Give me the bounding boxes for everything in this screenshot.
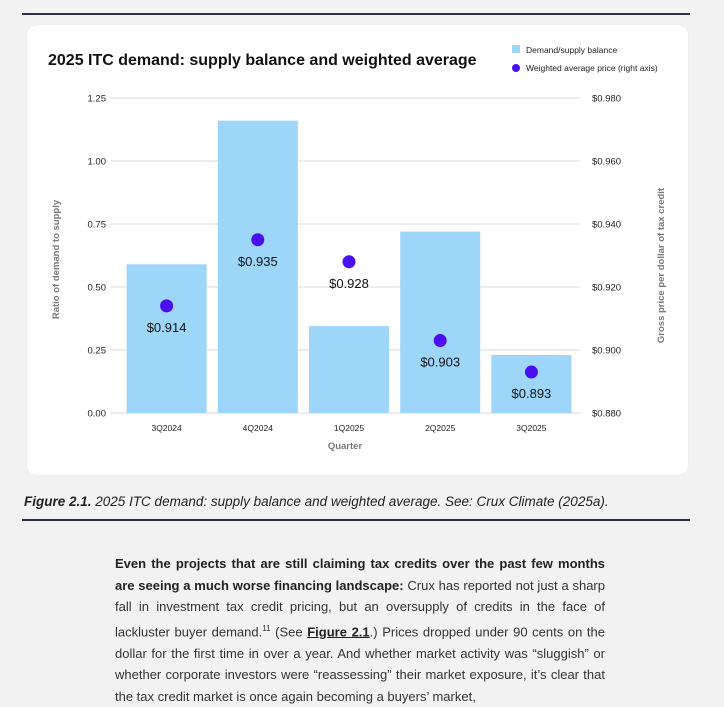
x-tick-label: 3Q2024 bbox=[151, 423, 182, 433]
x-tick-label: 4Q2024 bbox=[243, 423, 274, 433]
figure-caption: Figure 2.1. 2025 ITC demand: supply bala… bbox=[24, 494, 609, 509]
data-label: $0.935 bbox=[238, 254, 278, 269]
y-tick-label: 1.00 bbox=[88, 157, 107, 168]
bar bbox=[126, 264, 207, 413]
legend-label: Demand/supply balance bbox=[526, 45, 617, 55]
x-axis-title: Quarter bbox=[328, 441, 363, 452]
x-tick-label: 1Q2025 bbox=[334, 423, 365, 433]
y-axis-title: Ratio of demand to supply bbox=[51, 199, 62, 319]
price-point bbox=[524, 365, 538, 379]
paragraph-lead: Even the projects that are still claimin… bbox=[115, 556, 605, 593]
y2-tick-label: $0.880 bbox=[592, 409, 621, 420]
data-label: $0.914 bbox=[147, 320, 187, 335]
data-label: $0.903 bbox=[420, 355, 460, 370]
price-point bbox=[433, 334, 447, 348]
bar bbox=[400, 231, 481, 413]
y-tick-label: 0.00 bbox=[88, 409, 107, 420]
x-tick-label: 3Q2025 bbox=[516, 423, 547, 433]
data-label: $0.928 bbox=[329, 276, 369, 291]
legend-swatch-bar bbox=[512, 45, 520, 53]
y-tick-label: 0.75 bbox=[88, 220, 107, 231]
y2-tick-label: $0.920 bbox=[592, 283, 621, 294]
chart-title: 2025 ITC demand: supply balance and weig… bbox=[48, 52, 477, 69]
top-rule bbox=[22, 13, 690, 15]
bar bbox=[491, 355, 572, 413]
legend-label: Weighted average price (right axis) bbox=[526, 63, 658, 73]
y2-tick-label: $0.900 bbox=[592, 346, 621, 357]
body-paragraph: Even the projects that are still claimin… bbox=[115, 553, 605, 707]
legend-swatch-dot bbox=[512, 64, 520, 72]
x-tick-label: 2Q2025 bbox=[425, 423, 456, 433]
data-label: $0.893 bbox=[512, 386, 552, 401]
bar bbox=[309, 326, 389, 413]
y-tick-label: 1.25 bbox=[88, 94, 107, 105]
caption-label: Figure 2.1. bbox=[24, 494, 92, 509]
bar bbox=[217, 120, 298, 414]
y-tick-label: 0.50 bbox=[88, 283, 107, 294]
chart-card: 2025 ITC demand: supply balance and weig… bbox=[27, 25, 688, 475]
y2-tick-label: $0.960 bbox=[592, 157, 621, 168]
price-point bbox=[251, 233, 265, 247]
price-point bbox=[160, 299, 174, 313]
paragraph-text: Crux has reported not just a sharp fall … bbox=[115, 577, 605, 640]
footnote-ref[interactable]: 11 bbox=[262, 623, 271, 633]
y2-tick-label: $0.980 bbox=[592, 94, 621, 105]
y2-tick-label: $0.940 bbox=[592, 220, 621, 231]
price-point bbox=[342, 255, 356, 269]
caption-rule bbox=[22, 519, 690, 521]
y2-axis-title: Gross price per dollar of tax credit bbox=[656, 187, 667, 343]
chart: 2025 ITC demand: supply balance and weig… bbox=[48, 45, 667, 452]
figure-link[interactable]: Figure 2.1 bbox=[307, 624, 370, 640]
caption-text: 2025 ITC demand: supply balance and weig… bbox=[91, 494, 609, 509]
y-tick-label: 0.25 bbox=[88, 346, 107, 357]
paragraph-text: (See bbox=[270, 624, 308, 640]
